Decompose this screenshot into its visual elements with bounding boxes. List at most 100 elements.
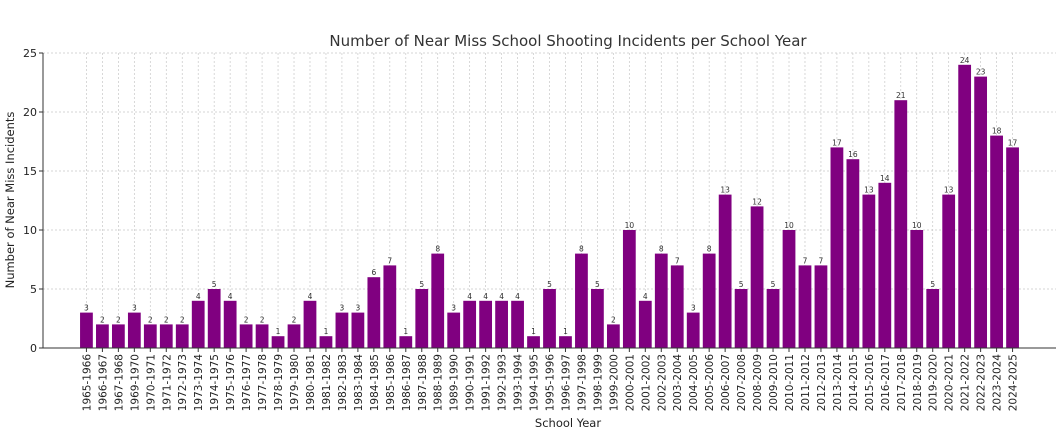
bar xyxy=(287,324,301,348)
bar xyxy=(96,324,109,348)
x-tick-label: 2013-2014 xyxy=(832,354,844,412)
x-tick-label: 1994-1995 xyxy=(529,354,541,411)
x-tick-label: 1999-2000 xyxy=(608,354,620,411)
data-label: 4 xyxy=(467,292,472,301)
data-label: 3 xyxy=(132,304,137,313)
bar xyxy=(271,336,285,348)
bar xyxy=(686,312,700,348)
x-tick-label: 2003-2004 xyxy=(672,354,684,412)
data-label: 21 xyxy=(896,91,906,100)
x-tick-label: 2015-2016 xyxy=(864,354,876,412)
data-label: 3 xyxy=(691,304,696,313)
x-tick-label: 1984-1985 xyxy=(369,354,381,411)
bar xyxy=(175,324,189,348)
x-tick-label: 1985-1986 xyxy=(385,354,397,412)
y-tick-label: 5 xyxy=(30,283,37,296)
data-label: 1 xyxy=(531,327,536,336)
data-label: 18 xyxy=(992,127,1002,136)
data-label: 13 xyxy=(864,186,874,195)
bar xyxy=(447,312,461,348)
bar xyxy=(191,300,205,348)
bar xyxy=(431,253,445,348)
bar xyxy=(303,300,317,348)
data-label: 5 xyxy=(771,280,776,289)
x-tick-label: 1965-1966 xyxy=(81,354,93,412)
x-tick-label: 1971-1972 xyxy=(161,354,173,411)
y-tick-label: 15 xyxy=(23,165,37,178)
bar xyxy=(223,300,237,348)
bar xyxy=(383,265,397,348)
bar xyxy=(830,147,844,348)
data-label: 17 xyxy=(1008,138,1018,147)
data-label: 3 xyxy=(451,304,456,313)
data-label: 10 xyxy=(784,221,794,230)
data-label: 2 xyxy=(148,315,153,324)
data-label: 4 xyxy=(483,292,488,301)
x-tick-label: 1967-1968 xyxy=(113,354,125,411)
x-tick-label: 1986-1987 xyxy=(401,354,413,411)
x-tick-label: 1982-1983 xyxy=(337,354,349,411)
y-tick-label: 25 xyxy=(23,47,37,60)
data-label: 4 xyxy=(196,292,201,301)
x-tick-label: 1991-1992 xyxy=(481,354,493,411)
bars xyxy=(80,64,1019,349)
x-tick-label: 1990-1991 xyxy=(465,354,477,411)
data-label: 8 xyxy=(659,245,664,254)
data-label: 5 xyxy=(739,280,744,289)
bar xyxy=(606,324,620,348)
bar xyxy=(415,289,429,348)
bar xyxy=(910,230,924,348)
x-tick-label: 2023-2024 xyxy=(992,354,1004,412)
bar xyxy=(670,265,684,348)
bar xyxy=(798,265,812,348)
data-label: 23 xyxy=(976,68,986,77)
x-tick-label: 2008-2009 xyxy=(752,354,764,411)
data-label: 6 xyxy=(371,268,376,277)
data-label: 12 xyxy=(752,197,762,206)
x-tick-label: 1973-1974 xyxy=(193,354,205,412)
y-tick-label: 20 xyxy=(23,106,37,119)
x-tick-label: 2020-2021 xyxy=(944,354,956,411)
bar xyxy=(335,312,349,348)
x-tick-label: 1981-1982 xyxy=(321,354,333,411)
x-tick-label: 2017-2018 xyxy=(896,354,908,411)
x-tick-label: 1992-1993 xyxy=(497,354,509,411)
data-label: 16 xyxy=(848,150,858,159)
bar xyxy=(814,265,828,348)
data-label: 10 xyxy=(912,221,922,230)
bar xyxy=(702,253,716,348)
y-tick-label: 10 xyxy=(23,224,37,237)
x-tick-label: 2016-2017 xyxy=(880,354,892,411)
data-label: 3 xyxy=(355,304,360,313)
bar xyxy=(942,194,956,348)
bar xyxy=(862,194,876,348)
x-tick-label: 1998-1999 xyxy=(592,354,604,411)
bar xyxy=(718,194,732,348)
data-label: 24 xyxy=(960,56,970,65)
bar xyxy=(111,324,125,348)
data-label: 2 xyxy=(180,315,185,324)
bar xyxy=(351,312,365,348)
bar xyxy=(127,312,141,348)
x-tick-label: 1980-1981 xyxy=(305,354,317,411)
bar xyxy=(766,289,780,348)
x-tick-label: 2009-2010 xyxy=(768,354,780,411)
x-tick-label: 1977-1978 xyxy=(257,354,269,411)
data-label: 3 xyxy=(340,304,345,313)
chart-title: Number of Near Miss School Shooting Inci… xyxy=(329,32,807,50)
x-tick-label: 2011-2012 xyxy=(800,354,812,411)
data-label: 2 xyxy=(244,315,249,324)
x-tick-label: 1993-1994 xyxy=(513,354,525,412)
data-label: 7 xyxy=(819,256,824,265)
data-label: 3 xyxy=(84,304,89,313)
x-tick-label: 2022-2023 xyxy=(976,354,988,411)
bar xyxy=(734,289,748,348)
x-tick-label: 2001-2002 xyxy=(640,354,652,411)
bar xyxy=(750,206,764,348)
x-tick-label: 2006-2007 xyxy=(720,354,732,411)
bar xyxy=(559,336,572,348)
bar xyxy=(958,64,972,349)
data-label: 7 xyxy=(387,256,392,265)
